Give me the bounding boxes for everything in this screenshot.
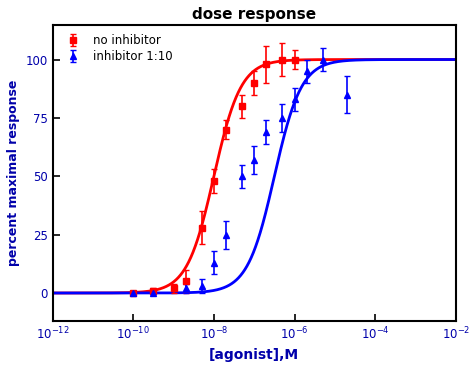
Y-axis label: percent maximal response: percent maximal response bbox=[7, 80, 20, 266]
X-axis label: [agonist],M: [agonist],M bbox=[209, 348, 298, 362]
Legend: no inhibitor, inhibitor 1:10: no inhibitor, inhibitor 1:10 bbox=[59, 30, 176, 67]
Title: dose response: dose response bbox=[192, 7, 316, 22]
